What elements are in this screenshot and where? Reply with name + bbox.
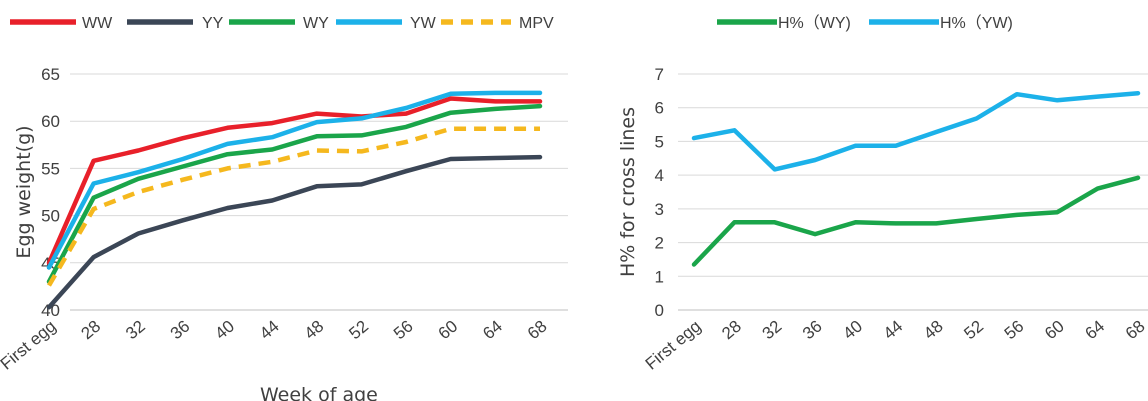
x-tick-label: 28	[77, 317, 104, 344]
x-tick-label: 68	[1122, 317, 1148, 344]
legend-label: YY	[202, 15, 224, 32]
legend-label: WY	[303, 15, 329, 32]
x-tick-label: 52	[345, 317, 372, 344]
series-line-WY	[46, 103, 543, 284]
y-tick-label: 55	[41, 159, 60, 178]
x-tick-label: 48	[920, 317, 947, 344]
y-tick-label: 7	[655, 65, 664, 84]
x-tick-label: 60	[1041, 317, 1068, 344]
series-line-MPV	[47, 126, 540, 287]
y-tick-label: 65	[41, 65, 60, 84]
y-tick-label: 2	[655, 234, 664, 253]
x-tick-label: 60	[435, 317, 462, 344]
y-axis-title: Egg weight(g)	[13, 125, 35, 258]
x-tick-label: First egg	[0, 317, 60, 374]
x-tick-label: 32	[759, 317, 786, 344]
y-tick-label: 0	[655, 301, 664, 320]
y-tick-label: 6	[655, 99, 664, 118]
x-tick-label: 32	[122, 317, 149, 344]
legend-label: MPV	[519, 15, 554, 32]
y-tick-label: 60	[41, 112, 60, 131]
x-tick-label: 52	[960, 317, 987, 344]
series-line-YY	[46, 154, 543, 310]
legend-label: H%（YW)	[940, 14, 1013, 32]
y-axis-title: H% for cross lines	[617, 107, 639, 277]
legend-label: H%（WY)	[778, 14, 851, 32]
x-tick-label: 44	[256, 317, 283, 344]
series-line-YW	[46, 90, 543, 270]
x-tick-label: 36	[167, 317, 194, 344]
x-tick-label: 64	[479, 317, 506, 344]
y-tick-label: 5	[655, 132, 664, 151]
x-tick-label: 40	[839, 317, 866, 344]
y-tick-label: 1	[655, 267, 664, 286]
series-line-H%（WY)	[691, 175, 1141, 267]
x-tick-label: 36	[799, 317, 826, 344]
x-tick-label: 28	[718, 317, 745, 344]
x-tick-label: First egg	[642, 317, 705, 374]
legend-label: WW	[82, 15, 113, 32]
x-tick-label: 44	[880, 317, 907, 344]
series-line-WW	[46, 96, 543, 266]
x-tick-label: 48	[301, 317, 328, 344]
x-tick-label: 56	[1001, 317, 1028, 344]
x-tick-label: 68	[524, 317, 551, 344]
x-tick-label: 64	[1081, 317, 1108, 344]
x-axis-title: Week of age	[260, 384, 378, 401]
y-tick-label: 40	[41, 301, 60, 320]
x-tick-label: 56	[390, 317, 417, 344]
y-tick-label: 3	[655, 200, 664, 219]
series-line-H%（YW)	[691, 90, 1141, 172]
x-tick-label: 40	[211, 317, 238, 344]
y-tick-label: 50	[41, 207, 60, 226]
y-tick-label: 4	[655, 166, 664, 185]
legend-label: YW	[410, 15, 437, 32]
